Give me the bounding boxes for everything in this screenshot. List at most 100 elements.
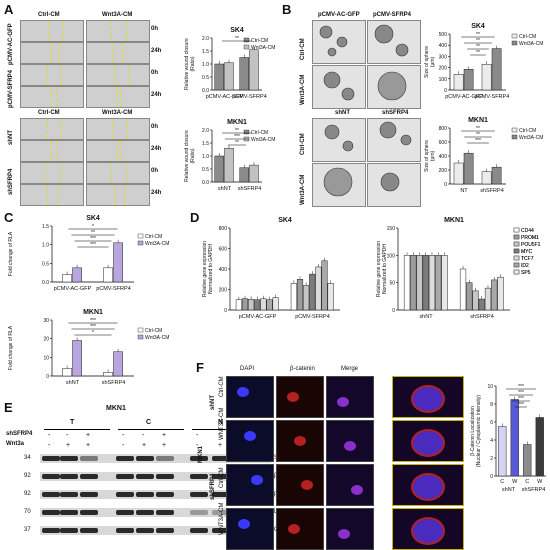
x-tick-label: shSFRP4 (238, 186, 262, 192)
bar (113, 351, 123, 377)
legend-label: Ctrl-CM (519, 128, 536, 134)
legend-label: Wnt3A-CM (145, 241, 169, 247)
e-group-t: T (70, 419, 75, 426)
significance-label: ** (476, 132, 480, 138)
legend-swatch (137, 334, 144, 340)
e-band (190, 528, 208, 533)
y-axis-label-2: (μm) (430, 150, 436, 161)
y-tick-label: 2.0 (202, 128, 209, 134)
bar (224, 62, 234, 91)
y-tick-label: 800 (219, 226, 228, 232)
bar (290, 283, 297, 311)
x-tick-label: shNT (419, 314, 433, 320)
chart-title: MKN1 (227, 119, 247, 126)
y-tick-label: 400 (439, 154, 448, 160)
f-micrograph (326, 420, 374, 462)
y-axis-label: Fold change of RLA (8, 231, 14, 276)
legend-label: Ctrl-CM (251, 130, 268, 136)
x-tick-label: shSFRP4 (102, 380, 126, 386)
a-time-5: 24h (151, 146, 162, 152)
significance-label: *** (90, 318, 96, 324)
bar (535, 417, 544, 477)
y-tick-label: 10 (487, 384, 493, 390)
bar (484, 287, 492, 311)
y-tick-label: 600 (219, 247, 228, 253)
e-band (212, 510, 230, 515)
bar (62, 368, 72, 377)
y-tick-label: 20 (43, 337, 49, 343)
e-band (190, 492, 208, 497)
e-band (116, 492, 134, 497)
significance-label: *** (90, 324, 96, 330)
e-band (116, 474, 134, 479)
f-micrograph (326, 508, 374, 550)
f-micrograph (226, 508, 274, 550)
chart-f-localization: 0 2 4 6 8 10 β-Catenin Localization (Nuclear / … (470, 384, 546, 493)
e-band (80, 492, 98, 497)
bar (472, 290, 479, 311)
d-legend-swatch (513, 262, 520, 268)
a-col-label-ctrl-2: Ctrl-CM (38, 110, 60, 116)
chart-c-mkn1: MKN1 0 10 20 30 Fold change of RLA shNT shSFRP4… (8, 309, 169, 386)
e-mw-label: 34 (24, 455, 31, 461)
f-micrograph (226, 464, 274, 506)
e-sign: + (218, 442, 223, 449)
b-row-wnt-2: Wnt3A-CM (300, 174, 306, 205)
bar (249, 164, 259, 183)
significance-label: *** (518, 402, 524, 408)
x-tick-label: pCMV-AC-GFP (239, 314, 277, 320)
x-tick-label: W (537, 479, 543, 485)
e-band (212, 528, 230, 533)
y-tick-label: 0.5 (202, 75, 209, 81)
significance-label: ** (476, 32, 480, 38)
a-time-0: 0h (151, 26, 159, 32)
y-axis-label-2: (Ratio) (190, 148, 196, 163)
bar (491, 279, 498, 311)
e-shsfrp4-label: shSFRP4 (6, 431, 33, 437)
f-micrograph (276, 376, 324, 418)
d-legend-label: CD44 (521, 228, 534, 234)
e-blot-strip (40, 472, 271, 481)
e-band (80, 510, 98, 515)
y-tick-label: 0.5 (42, 261, 49, 267)
bar (72, 267, 82, 283)
d-legend-label: TCF7 (521, 256, 534, 262)
e-band (136, 474, 154, 479)
e-band (156, 510, 174, 515)
panel-label-c: C (4, 210, 14, 225)
y-tick-label: 0 (444, 88, 447, 94)
bar (309, 273, 316, 311)
d-legend-label: PROM1 (521, 235, 539, 241)
significance-label: ** (235, 36, 239, 42)
d-legend-label: SP5 (521, 270, 531, 276)
chart-d-sk4: SK4 0 200 400 600 800 Relative gene expression… (202, 217, 340, 320)
chart-a-sk4: SK4 0.0 0.5 1.0 1.5 2.0 Relative wound closure… (184, 27, 275, 100)
legend-swatch (137, 327, 144, 333)
f-col-dapi: DAPI (240, 366, 255, 372)
x-tick-label: NT (460, 188, 468, 194)
significance-label: *** (234, 134, 240, 140)
e-band (60, 528, 78, 533)
f-micrograph (326, 376, 374, 418)
legend-swatch (137, 240, 144, 246)
x-tick-label: pCMV-AC-GFP (54, 286, 92, 292)
bar (296, 279, 304, 311)
x-tick-label: pCMV-AC-GFP (206, 94, 244, 100)
b-row-ctrl-2: Ctrl-CM (300, 133, 306, 155)
y-tick-label: 8 (490, 402, 493, 408)
significance-label: *** (518, 390, 524, 396)
d-legend-swatch (513, 227, 520, 233)
x-tick-label: C (500, 479, 504, 485)
f-row-0: Ctrl-CM (219, 376, 225, 397)
x-tick-label: pCMV-SFRP4 (295, 314, 330, 320)
significance-label: * (92, 330, 94, 336)
panel-label-f: F (196, 360, 204, 375)
y-tick-label: 200 (439, 66, 448, 72)
bar (72, 340, 82, 377)
bar (497, 276, 504, 311)
legend-label: CD44 (521, 228, 534, 234)
legend-label: Wnt3A-CM (251, 45, 275, 51)
d-legend-label: ID2 (521, 263, 529, 269)
legend-swatch (511, 134, 518, 140)
e-group-c: C (146, 419, 152, 426)
